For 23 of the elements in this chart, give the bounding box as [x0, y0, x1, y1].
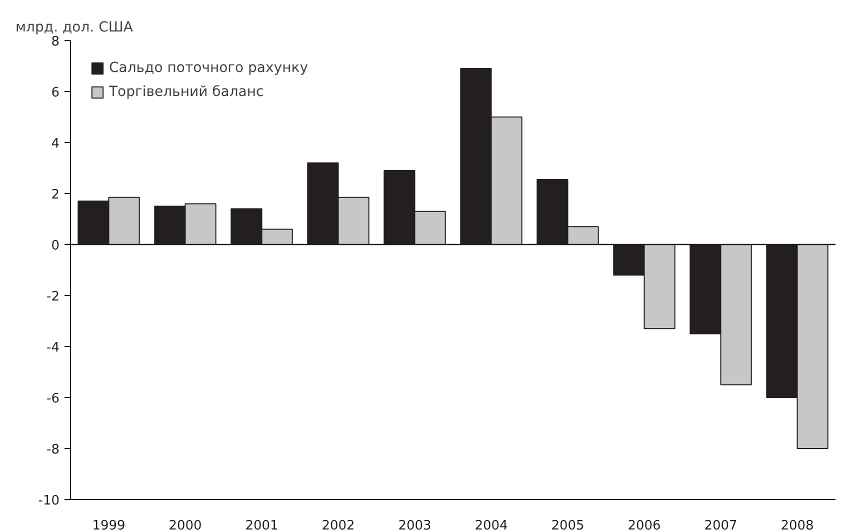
y-tick-label: -4 [46, 340, 60, 356]
x-tick-label: 2005 [551, 518, 584, 532]
x-tick-label: 2007 [704, 518, 738, 532]
legend-label: Торгівельний баланс [109, 84, 264, 100]
x-tick-label: 1999 [92, 518, 126, 532]
y-tick-label: -6 [46, 392, 60, 406]
y-tick-label: 8 [51, 34, 60, 50]
legend-label: Сальдо поточного рахунку [109, 60, 308, 76]
x-tick-label: 2000 [168, 518, 202, 532]
x-tick-label: 2004 [474, 518, 508, 532]
x-tick-label: 2008 [780, 518, 814, 532]
x-tick-label: 2002 [322, 518, 355, 532]
y-tick-label: 6 [51, 86, 60, 100]
x-tick-label: 2003 [398, 518, 432, 532]
y-tick-label: 4 [51, 136, 60, 152]
y-tick-label: 0 [51, 238, 60, 254]
y-tick-label: -8 [46, 442, 60, 458]
x-tick-label: 2006 [628, 518, 661, 532]
y-tick-label: 2 [51, 188, 60, 202]
y-axis-title: млрд. дол. США [16, 20, 134, 36]
x-tick-label: 2001 [245, 518, 278, 532]
y-tick-label: -10 [38, 494, 60, 508]
y-tick-label: -2 [46, 290, 60, 304]
